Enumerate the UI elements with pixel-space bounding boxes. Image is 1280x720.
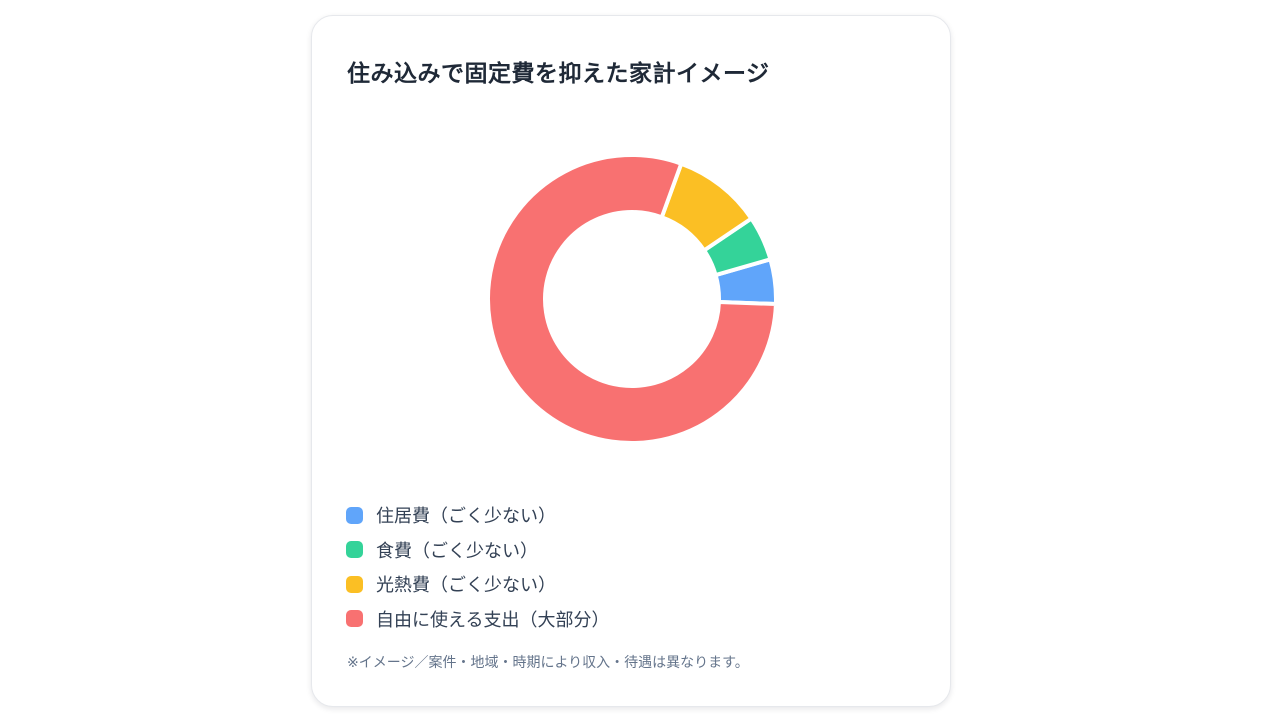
chart-legend: 住居費（ごく少ない） 食費（ごく少ない） 光熱費（ごく少ない） 自由に使える支出… (346, 498, 609, 636)
legend-label-food: 食費（ごく少ない） (376, 540, 538, 562)
legend-item-housing[interactable]: 住居費（ごく少ない） (346, 498, 609, 533)
legend-swatch-free-spending (346, 610, 363, 628)
chart-card: 住み込みで固定費を抑えた家計イメージ 住居費（ごく少ない） 食費（ごく少ない） … (311, 15, 951, 707)
legend-swatch-food (346, 541, 363, 559)
donut-slices (486, 153, 778, 445)
disclaimer-note: ※イメージ／案件・地域・時期により収入・待遇は異なります。 (347, 655, 749, 671)
legend-item-free-spending[interactable]: 自由に使える支出（大部分） (346, 602, 609, 637)
legend-label-utilities: 光熱費（ごく少ない） (376, 575, 556, 597)
legend-item-food[interactable]: 食費（ごく少ない） (346, 533, 609, 568)
legend-label-housing: 住居費（ごく少ない） (376, 506, 556, 528)
donut-chart (486, 153, 778, 445)
legend-swatch-housing (346, 506, 363, 524)
legend-item-utilities[interactable]: 光熱費（ごく少ない） (346, 567, 609, 602)
legend-swatch-utilities (346, 575, 363, 593)
legend-label-free-spending: 自由に使える支出（大部分） (376, 609, 610, 631)
donut-slice-free-spending[interactable] (486, 153, 778, 445)
chart-title: 住み込みで固定費を抑えた家計イメージ (347, 61, 770, 87)
